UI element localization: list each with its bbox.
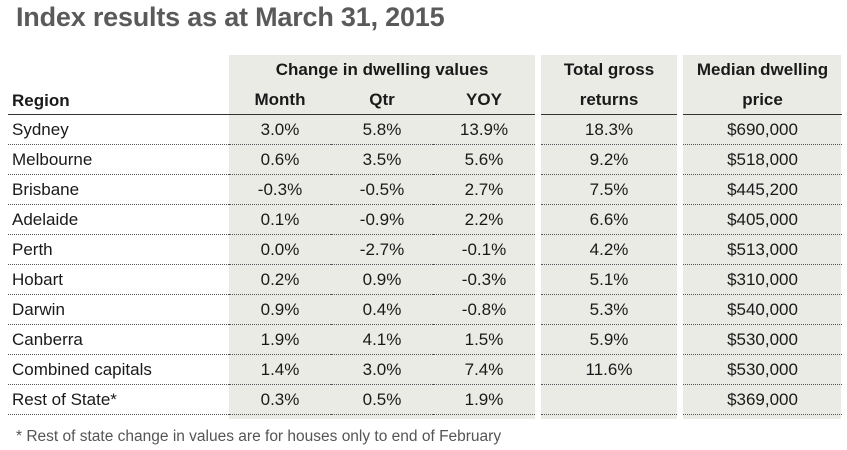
median-cell: $405,000 [683,204,843,235]
qtr-cell: 3.5% [331,144,433,175]
results-table: Change in dwelling values Total gross Me… [8,55,843,415]
qtr-cell: 3.0% [331,354,433,385]
table-row: Brisbane -0.3% -0.5% 2.7% 7.5% $445,200 [8,174,843,205]
region-cell: Canberra [8,324,229,355]
qtr-header: Qtr [331,85,433,115]
median-cell: $369,000 [683,384,843,415]
gross-cell: 9.2% [541,144,678,175]
gross-cell: 11.6% [541,354,678,385]
table-body: Sydney 3.0% 5.8% 13.9% 18.3% $690,000 Me… [8,114,843,415]
yoy-header: YOY [433,85,536,115]
month-cell: 1.4% [229,354,331,385]
table-row: Hobart 0.2% 0.9% -0.3% 5.1% $310,000 [8,264,843,295]
month-cell: 1.9% [229,324,331,355]
median-cell: $530,000 [683,324,843,355]
table-row: Perth 0.0% -2.7% -0.1% 4.2% $513,000 [8,234,843,265]
yoy-cell: 5.6% [433,144,536,175]
results-table-container: Change in dwelling values Total gross Me… [8,55,843,419]
qtr-cell: 0.5% [331,384,433,415]
median-cell: $690,000 [683,114,843,145]
table-row: Darwin 0.9% 0.4% -0.8% 5.3% $540,000 [8,294,843,325]
region-cell: Rest of State* [8,384,229,415]
month-cell: 0.3% [229,384,331,415]
table-row: Adelaide 0.1% -0.9% 2.2% 6.6% $405,000 [8,204,843,235]
yoy-cell: 1.9% [433,384,536,415]
table-row: Canberra 1.9% 4.1% 1.5% 5.9% $530,000 [8,324,843,355]
region-cell: Sydney [8,114,229,145]
month-cell: 0.1% [229,204,331,235]
gross-cell: 5.1% [541,264,678,295]
yoy-cell: 2.7% [433,174,536,205]
footnote: * Rest of state change in values are for… [16,428,502,445]
qtr-cell: 0.9% [331,264,433,295]
region-cell: Melbourne [8,144,229,175]
gross-cell: 18.3% [541,114,678,145]
gross-cell [541,384,678,415]
yoy-cell: -0.1% [433,234,536,265]
table-row: Melbourne 0.6% 3.5% 5.6% 9.2% $518,000 [8,144,843,175]
page-title: Index results as at March 31, 2015 [16,2,445,32]
yoy-cell: 2.2% [433,204,536,235]
median-cell: $445,200 [683,174,843,205]
gross-cell: 5.3% [541,294,678,325]
month-cell: -0.3% [229,174,331,205]
gross-cell: 7.5% [541,174,678,205]
month-cell: 0.6% [229,144,331,175]
month-cell: 0.9% [229,294,331,325]
gross-cell: 5.9% [541,324,678,355]
region-header-spacer [8,55,229,85]
qtr-cell: -0.5% [331,174,433,205]
yoy-cell: 13.9% [433,114,536,145]
table-row: Combined capitals 1.4% 3.0% 7.4% 11.6% $… [8,354,843,385]
qtr-cell: -0.9% [331,204,433,235]
month-header: Month [229,85,331,115]
month-cell: 0.0% [229,234,331,265]
gross-header-line2: returns [541,85,678,115]
qtr-cell: 4.1% [331,324,433,355]
table-row: Sydney 3.0% 5.8% 13.9% 18.3% $690,000 [8,114,843,145]
month-cell: 3.0% [229,114,331,145]
yoy-cell: -0.8% [433,294,536,325]
qtr-cell: 5.8% [331,114,433,145]
gross-header-line1: Total gross [563,60,655,79]
region-cell: Brisbane [8,174,229,205]
region-cell: Hobart [8,264,229,295]
gross-cell: 4.2% [541,234,678,265]
region-cell: Combined capitals [8,354,229,385]
median-cell: $530,000 [683,354,843,385]
yoy-cell: 1.5% [433,324,536,355]
median-cell: $518,000 [683,144,843,175]
region-cell: Perth [8,234,229,265]
region-header: Region [8,85,229,115]
median-cell: $310,000 [683,264,843,295]
yoy-cell: -0.3% [433,264,536,295]
change-group-header: Change in dwelling values [275,60,489,79]
region-cell: Adelaide [8,204,229,235]
yoy-cell: 7.4% [433,354,536,385]
median-header-line1: Median dwelling [696,60,829,79]
gross-cell: 6.6% [541,204,678,235]
table-row: Rest of State* 0.3% 0.5% 1.9% $369,000 [8,384,843,415]
median-header-line2: price [683,85,843,115]
qtr-cell: 0.4% [331,294,433,325]
month-cell: 0.2% [229,264,331,295]
median-cell: $540,000 [683,294,843,325]
median-cell: $513,000 [683,234,843,265]
qtr-cell: -2.7% [331,234,433,265]
region-cell: Darwin [8,294,229,325]
